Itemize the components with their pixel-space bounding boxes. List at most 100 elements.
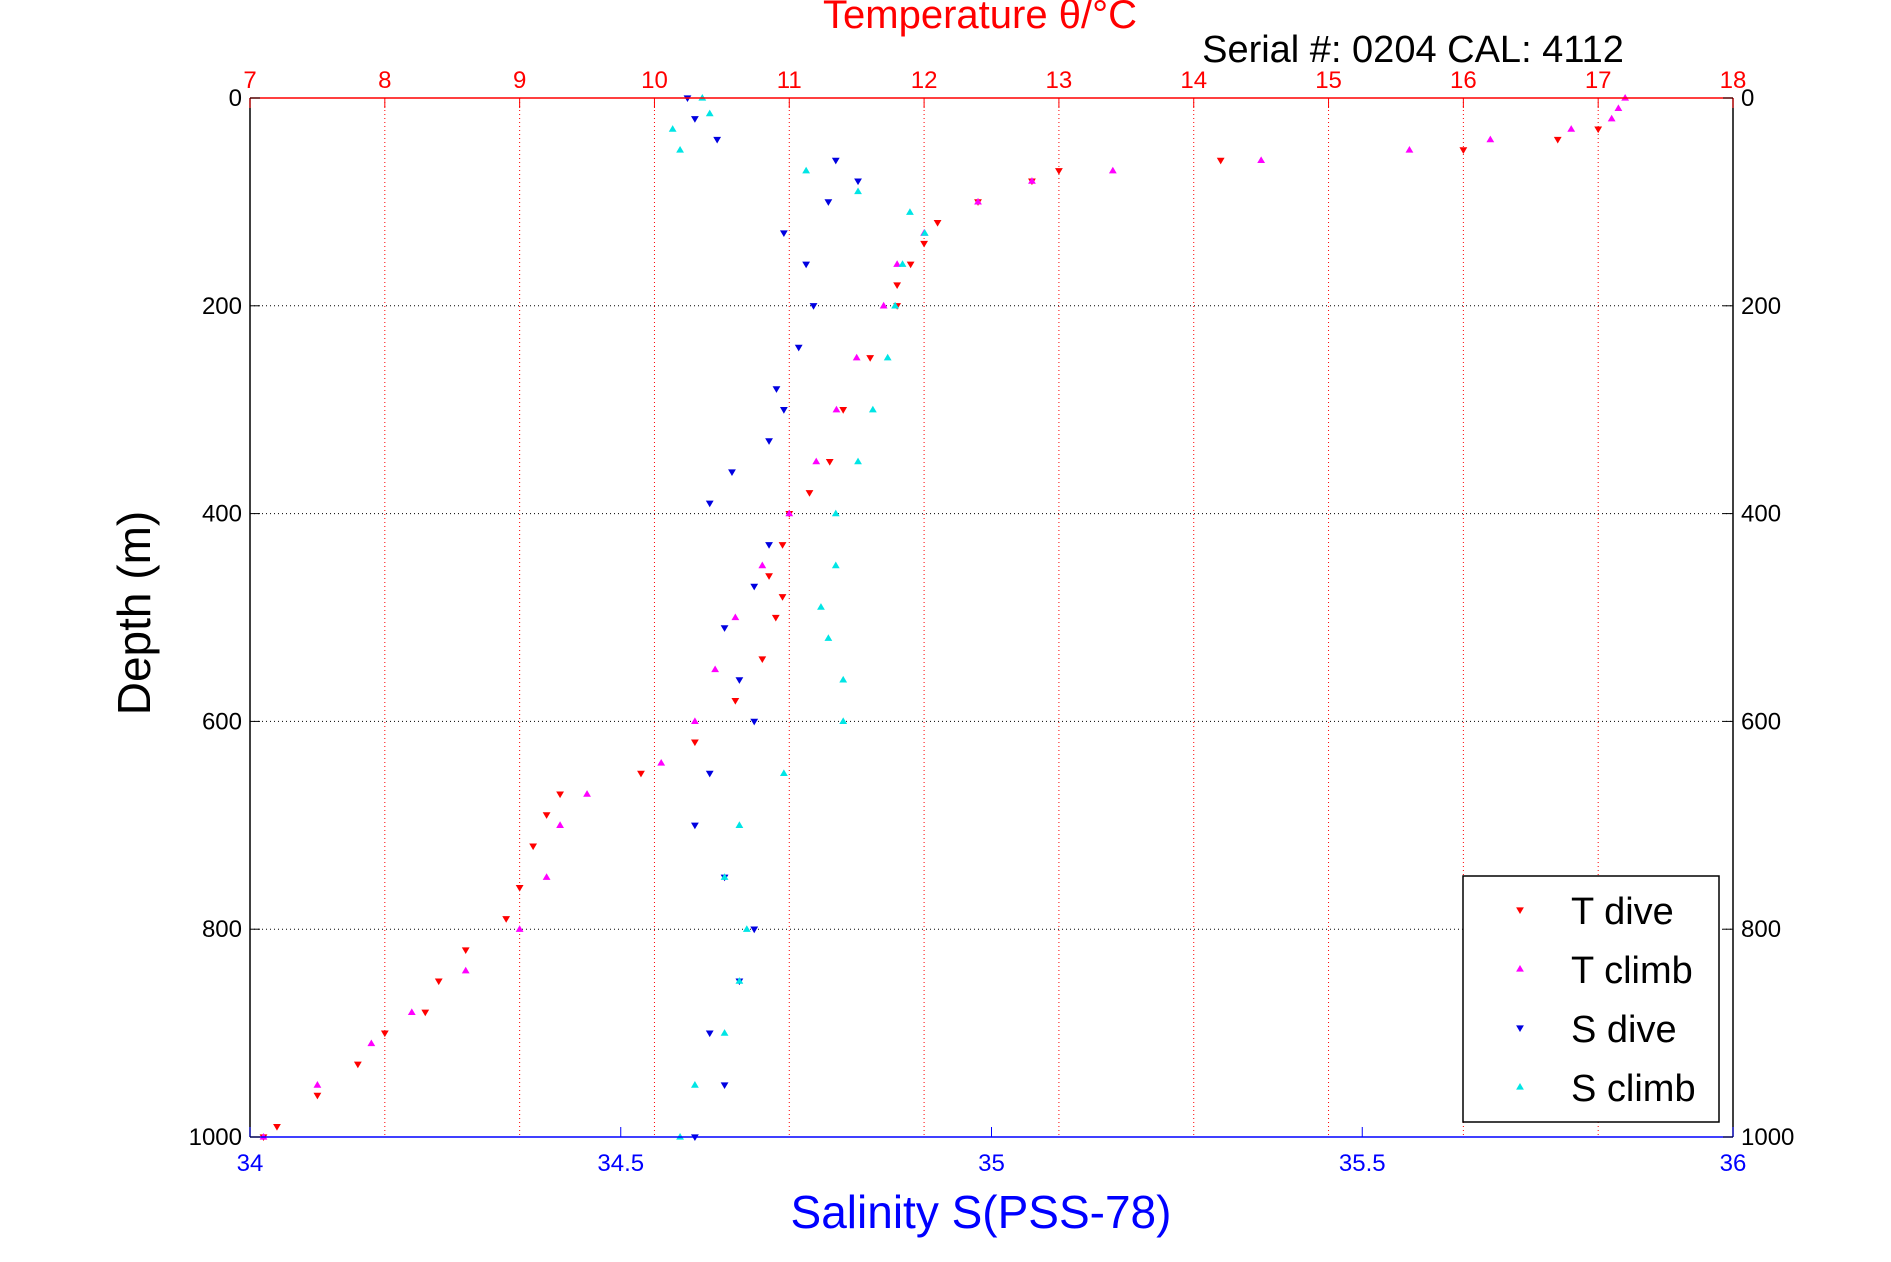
bottom-tick-label: 35	[978, 1150, 1005, 1177]
data-point	[556, 821, 564, 828]
data-point	[691, 1081, 699, 1088]
top-tick-label: 8	[378, 67, 391, 94]
data-point	[893, 282, 902, 290]
data-layer	[259, 94, 1630, 1141]
data-point	[735, 977, 744, 984]
x-axis-bottom-label: Salinity S(PSS-78)	[791, 1186, 1172, 1238]
top-tick-label: 10	[641, 67, 668, 94]
data-point	[676, 145, 684, 153]
data-point	[720, 625, 729, 632]
data-point	[758, 561, 767, 569]
data-point	[461, 947, 470, 954]
data-point	[1607, 114, 1616, 122]
data-point	[825, 459, 834, 466]
data-point	[824, 199, 833, 206]
right-tick-label: 800	[1741, 916, 1781, 943]
data-point	[711, 665, 720, 673]
data-point	[691, 739, 699, 747]
bottom-tick-label: 34	[237, 1150, 264, 1177]
data-point	[556, 791, 564, 799]
series-s-climb	[668, 94, 929, 1140]
data-point	[637, 770, 645, 778]
top-tick-label: 17	[1585, 67, 1612, 94]
data-point	[668, 125, 677, 132]
legend: T dive T climb S dive S climb	[1462, 875, 1720, 1123]
legend-label: T climb	[1571, 950, 1693, 992]
data-point	[832, 405, 841, 413]
data-point	[657, 758, 666, 766]
data-point	[1405, 145, 1414, 153]
left-tick-label: 600	[202, 708, 242, 735]
bottom-tick-label: 34.5	[597, 1150, 644, 1177]
data-point	[750, 583, 759, 591]
data-point	[367, 1039, 376, 1047]
data-point	[831, 157, 840, 165]
bottom-tick-label: 35.5	[1339, 1150, 1386, 1177]
data-point	[1055, 168, 1063, 175]
data-point	[831, 509, 840, 517]
data-point	[1216, 157, 1225, 165]
data-point	[434, 978, 443, 986]
series-s-dive	[683, 95, 862, 1141]
data-point	[1614, 104, 1623, 112]
data-point	[735, 821, 744, 828]
top-tick-label: 18	[1720, 67, 1747, 94]
data-point	[273, 1123, 281, 1131]
data-point	[868, 405, 877, 413]
data-point	[705, 109, 714, 117]
data-point	[380, 1030, 389, 1038]
data-point	[731, 697, 740, 705]
left-tick-label: 800	[202, 916, 242, 943]
data-point	[883, 353, 892, 361]
data-point	[1486, 135, 1495, 143]
chart-title: Temperature θ/°C	[823, 0, 1137, 37]
data-point	[421, 1009, 430, 1017]
data-point	[542, 812, 551, 819]
data-point	[920, 229, 929, 236]
data-point	[1459, 147, 1468, 154]
data-point	[728, 469, 736, 477]
right-tick-label: 1000	[1741, 1124, 1794, 1151]
data-point	[933, 220, 942, 227]
data-point	[758, 656, 767, 664]
chart-subtitle: Serial #: 0204 CAL: 4112	[1202, 29, 1624, 71]
data-point	[691, 822, 699, 830]
data-point	[407, 1008, 416, 1015]
data-point	[779, 230, 788, 238]
data-point	[779, 407, 788, 414]
top-tick-label: 11	[777, 67, 802, 94]
data-point	[809, 303, 818, 310]
right-tick-label: 600	[1741, 708, 1781, 735]
data-point	[705, 500, 714, 508]
data-point	[1257, 156, 1266, 163]
right-tick-label: 0	[1741, 85, 1754, 112]
data-point	[353, 1061, 362, 1069]
bottom-tick-label: 36	[1720, 1150, 1747, 1177]
data-point	[866, 355, 875, 362]
data-point	[852, 353, 861, 361]
data-point	[720, 1029, 729, 1036]
legend-box	[1462, 875, 1720, 1123]
data-point	[891, 301, 900, 309]
data-point	[854, 457, 862, 465]
data-point	[771, 614, 780, 622]
axes: 7 8 9 10 11 12 13 14 15 16 17 18 34 34.5 35 35.5 36 0 0 200…	[189, 67, 1795, 1177]
data-point	[906, 208, 914, 215]
data-point	[805, 490, 814, 497]
data-point	[691, 116, 699, 123]
data-point	[713, 136, 722, 144]
data-point	[705, 770, 714, 778]
legend-label: S climb	[1571, 1068, 1696, 1110]
legend-label: S dive	[1571, 1009, 1677, 1051]
data-point	[720, 873, 729, 880]
data-point	[461, 966, 470, 974]
right-tick-label: 200	[1741, 293, 1781, 320]
data-point	[515, 885, 524, 892]
top-tick-label: 12	[911, 67, 938, 94]
data-point	[1108, 166, 1117, 174]
data-point	[839, 717, 848, 725]
data-point	[812, 457, 821, 465]
data-point	[879, 301, 888, 309]
data-point	[1553, 136, 1562, 144]
data-point	[893, 260, 902, 267]
